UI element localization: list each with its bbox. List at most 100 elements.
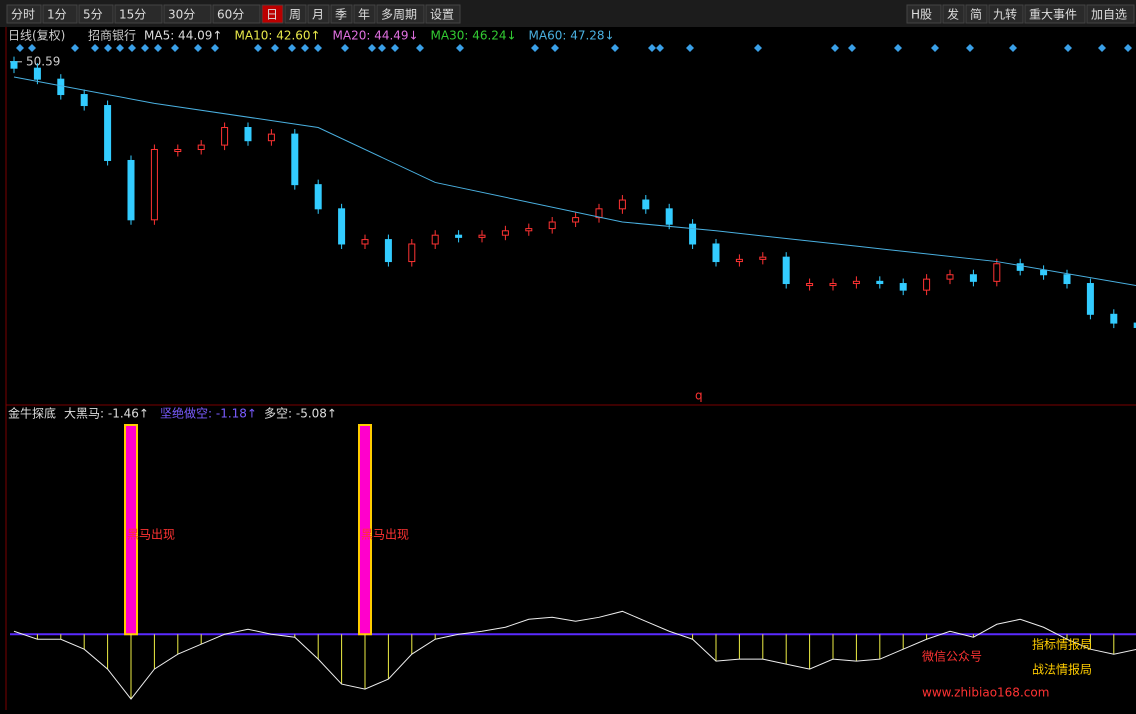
toolbar-button[interactable] [163,4,212,24]
watermark-text: 微信公众号 [922,650,982,664]
candle [338,208,346,245]
signal-diamond [314,44,322,52]
ma60-line [13,76,1136,287]
ma-label: MA60: 47.28↓ [529,29,615,43]
toolbar-label[interactable]: 加自选 [1091,8,1127,22]
signal-diamond [154,44,162,52]
toolbar-button[interactable] [114,4,163,24]
toolbar-button[interactable] [78,4,114,24]
candle [1086,283,1094,315]
candle [57,78,65,96]
toolbar-button[interactable] [965,4,988,24]
toolbar-button[interactable] [212,4,261,24]
candle [174,148,182,152]
indicator-label: 坚绝做空: -1.18↑ [160,406,257,421]
toolbar-button[interactable] [988,4,1024,24]
candle [1040,269,1048,276]
signal-diamond [341,44,349,52]
signal-diamond [254,44,262,52]
toolbar-button[interactable] [1086,4,1135,24]
high-price-label: 50.59 [26,54,60,68]
ma-label: 招商银行 [88,28,136,43]
candle [689,223,697,245]
signal-diamond [1098,44,1106,52]
signal-diamond [611,44,619,52]
cursor-marker: q [695,389,703,403]
signal-diamond [16,44,24,52]
candle [1063,274,1071,285]
candle [759,256,767,260]
toolbar-button[interactable] [353,4,376,24]
candle [618,199,626,210]
signal-diamond [894,44,902,52]
signal-label: 黑马出现 [127,528,175,542]
toolbar-label[interactable]: 多周期 [381,8,417,22]
toolbar-label[interactable]: H股 [911,8,932,22]
toolbar-label[interactable]: 15分 [119,8,146,22]
candle [361,239,369,245]
toolbar-button[interactable] [330,4,353,24]
toolbar-label[interactable]: 周 [289,8,301,22]
signal-diamond [931,44,939,52]
candle [10,61,18,69]
candle [314,184,322,210]
candle [244,127,252,142]
toolbar-label[interactable]: 5分 [83,8,103,22]
ma-label: MA10: 42.60↑ [235,29,321,43]
signal-diamond [416,44,424,52]
toolbar-label[interactable]: 年 [358,8,370,22]
candle [33,67,41,80]
signal-diamond [656,44,664,52]
toolbar-label[interactable]: 60分 [217,8,244,22]
candle [267,133,275,142]
candle [876,280,884,285]
toolbar-label[interactable]: 日 [266,8,278,22]
candle [852,280,860,285]
toolbar-button[interactable] [906,4,942,24]
toolbar-label[interactable]: 简 [970,8,982,22]
watermark-text: 战法情报局 [1032,662,1092,677]
toolbar-label[interactable]: 月 [312,8,324,22]
watermark-url: www.zhibiao168.com [922,686,1049,700]
toolbar-label[interactable]: 设置 [430,8,454,22]
signal-diamond [531,44,539,52]
candle [408,243,416,263]
toolbar-label[interactable]: 重大事件 [1029,8,1077,22]
toolbar-button[interactable] [284,4,307,24]
indicator-label: 大黑马: -1.46↑ [64,407,149,421]
candle [384,239,392,263]
candle [455,234,463,238]
candle [829,283,837,287]
signal-diamond [116,44,124,52]
candle [197,144,205,150]
signal-diamond [91,44,99,52]
toolbar-label[interactable]: 发 [947,7,959,22]
candle [1110,313,1118,324]
toolbar-label[interactable]: 九转 [993,7,1017,22]
signal-diamond [211,44,219,52]
toolbar-label[interactable]: 季 [335,8,347,22]
toolbar-label[interactable]: 1分 [47,8,67,22]
indicator-label: 多空: -5.08↑ [264,407,337,421]
candle [642,199,650,210]
signal-diamond [648,44,656,52]
signal-diamond [848,44,856,52]
toolbar-button[interactable] [6,4,42,24]
toolbar-button[interactable] [307,4,330,24]
candle [572,217,580,223]
toolbar-button[interactable] [42,4,78,24]
signal-diamond [831,44,839,52]
toolbar-label[interactable]: 30分 [168,8,195,22]
candle [782,256,790,285]
toolbar-button[interactable] [376,4,425,24]
toolbar-button[interactable] [261,4,284,24]
ma-label: MA20: 44.49↓ [333,29,419,43]
candle [548,221,556,230]
toolbar-button[interactable] [425,4,461,24]
candle [525,228,533,232]
toolbar-label[interactable]: 分时 [11,8,35,22]
toolbar-button[interactable] [942,4,965,24]
toolbar-button[interactable] [1024,4,1086,24]
